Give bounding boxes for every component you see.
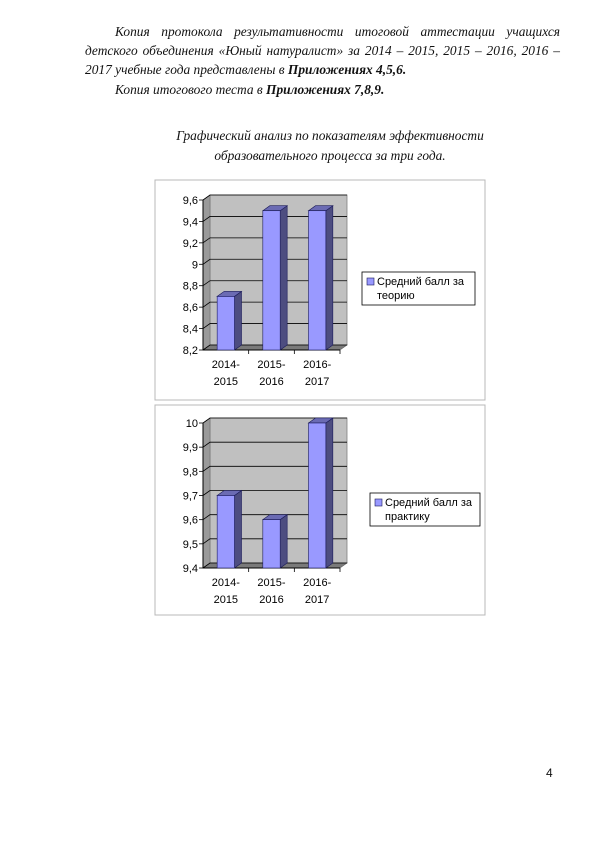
- legend-label: Средний балл за: [385, 497, 473, 509]
- x-tick-label: 2015: [214, 376, 238, 388]
- y-tick-label: 9,6: [183, 195, 198, 207]
- y-tick-label: 9,8: [183, 466, 198, 478]
- bar: [262, 519, 281, 569]
- protocol-text: Копия протокола результативности итогово…: [85, 24, 560, 77]
- bar-side: [279, 514, 288, 569]
- gridline: [202, 514, 347, 520]
- gridline: [202, 417, 347, 424]
- x-tick-label: 2014-: [212, 577, 240, 589]
- gridline: [202, 216, 347, 222]
- gridline: [202, 344, 347, 351]
- legend-swatch: [366, 277, 375, 286]
- gridline: [202, 194, 347, 201]
- y-tick-label: 9: [192, 259, 198, 271]
- bar: [216, 495, 235, 569]
- gridline: [202, 562, 347, 569]
- test-text: Копия итогового теста в: [115, 82, 267, 97]
- bar: [308, 210, 327, 351]
- y-tick-label: 10: [186, 418, 198, 430]
- x-tick-label: 2017: [305, 376, 329, 388]
- legend-label: теорию: [377, 290, 415, 302]
- x-tick-label: 2016-: [303, 577, 331, 589]
- protocol-paragraph: Копия протокола результативности итогово…: [85, 22, 560, 79]
- x-tick-label: 2017: [305, 594, 329, 606]
- gridline: [202, 258, 347, 265]
- x-tick-label: 2016: [259, 376, 283, 388]
- y-tick-label: 9,2: [183, 238, 198, 250]
- y-tick-label: 9,7: [183, 491, 198, 503]
- bar: [262, 210, 281, 351]
- x-tick-label: 2015-: [257, 577, 285, 589]
- legend-label: практику: [385, 511, 430, 523]
- y-tick-label: 8,2: [183, 345, 198, 357]
- bar-side: [234, 489, 242, 569]
- gridline: [202, 323, 347, 329]
- protocol-appendix-ref: Приложениях 4,5,6.: [287, 62, 407, 77]
- gridline: [202, 538, 347, 545]
- test-paragraph: Копия итогового теста в Приложениях 7,8,…: [115, 80, 560, 99]
- y-tick-label: 9,5: [183, 539, 198, 551]
- y-tick-label: 8,6: [183, 302, 198, 314]
- x-tick-label: 2016-: [303, 359, 331, 371]
- caption-line-1: Графический анализ по показателям эффект…: [176, 128, 484, 143]
- x-tick-label: 2015-: [257, 359, 285, 371]
- y-tick-label: 9,6: [183, 515, 198, 527]
- bar: [216, 296, 235, 351]
- bar: [308, 422, 327, 569]
- test-appendix-ref: Приложениях 7,8,9.: [266, 82, 385, 97]
- legend-box: [361, 271, 476, 306]
- y-tick-label: 9,9: [183, 442, 198, 454]
- x-tick-label: 2015: [214, 594, 238, 606]
- gridline: [202, 237, 347, 244]
- y-tick-label: 8,8: [183, 281, 198, 293]
- y-tick-label: 9,4: [183, 563, 198, 575]
- y-tick-label: 8,4: [183, 324, 198, 336]
- caption-line-2: образовательного процесса за три года.: [214, 148, 446, 163]
- gridline: [202, 280, 347, 287]
- legend-box: [369, 492, 481, 527]
- x-tick-label: 2016: [259, 594, 283, 606]
- gridline: [202, 465, 347, 472]
- page-number: 4: [546, 766, 553, 780]
- legend-label: Средний балл за: [377, 276, 465, 288]
- bar-side: [325, 417, 334, 569]
- gridline: [202, 301, 347, 308]
- x-tick-label: 2014-: [212, 359, 240, 371]
- legend-swatch: [374, 498, 383, 507]
- y-tick-label: 9,4: [183, 216, 198, 228]
- gridline: [202, 441, 347, 448]
- gridline: [202, 490, 347, 496]
